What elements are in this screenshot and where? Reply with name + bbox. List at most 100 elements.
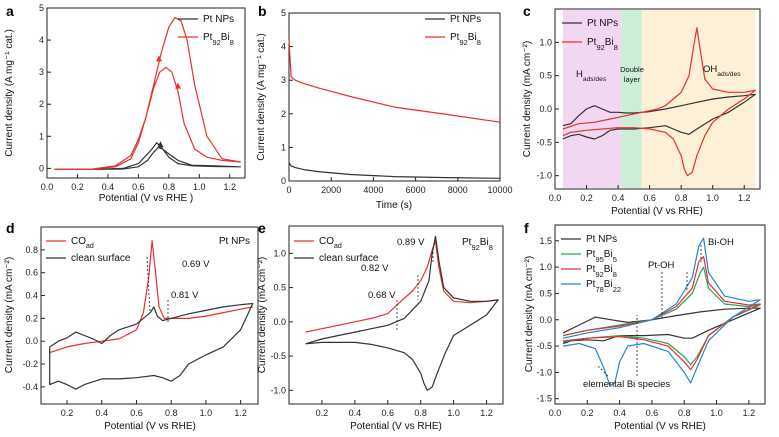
x-tick-label: 0.0: [549, 193, 562, 203]
panel-a: 0.0 0.2 0.4 0.6 0.8 1.0 1.2 0 1 2 3 4 5 Potential (V …: [4, 3, 246, 204]
legend-label: Pt95Bi5: [586, 249, 617, 264]
x-tick-label: 0.4: [613, 408, 626, 418]
x-tick-label: 0.8: [675, 193, 688, 203]
y-tick-label: 0.2: [25, 313, 38, 323]
y-tick-label: 1.0: [539, 37, 552, 47]
plot-frame: [46, 7, 246, 179]
y-tick-label: 3: [281, 75, 286, 85]
x-axis-label: Potential (V vs RHE ): [99, 193, 193, 204]
region-label-h: Hads/des: [576, 69, 607, 83]
legend-label: Pt92Bi8: [587, 37, 618, 52]
x-tick-label: 0.8: [414, 408, 427, 418]
panel-f: 0.0 0.2 0.4 0.6 0.8 1.0 1.2 -1.5 -1.0 -0.5 0.0 0.5 1…: [524, 220, 766, 432]
y-tick-label: 1.0: [539, 262, 552, 272]
direction-arrow: [157, 141, 164, 148]
y-tick-label: -0.5: [270, 351, 286, 361]
plot-frame: [554, 8, 761, 190]
direction-arrow: [174, 82, 181, 89]
x-tick-label: 0.8: [165, 408, 178, 418]
y-tick-label: 5: [39, 3, 44, 13]
y-tick-label: -1.0: [536, 367, 552, 377]
series-line-pt78bi22: [562, 237, 761, 387]
y-tick-label: 4: [281, 42, 286, 52]
x-axis-label: Potential (V vs RHE): [611, 206, 703, 217]
y-tick-label: 3: [39, 67, 44, 77]
y-axis-label: Current density (mA cm⁻²): [257, 257, 268, 373]
y-axis-label: Current density (mA cm⁻²): [522, 41, 533, 157]
y-tick-label: 2: [39, 99, 44, 109]
y-tick-label: 2: [281, 109, 286, 119]
region-label-oh: OHads/des: [703, 64, 741, 78]
panel-letter: a: [6, 3, 14, 19]
y-tick-label: 0.0: [273, 317, 286, 327]
dashed-guide: [146, 256, 151, 313]
series-line-clean-surface: [49, 302, 254, 390]
y-axis-label: Current density (mA cm⁻²): [4, 257, 15, 373]
y-tick-label: 0: [281, 176, 286, 186]
panel-e: 0.2 0.4 0.6 0.8 1.0 1.2 -1.0 -0.5 0.0 0.5 1.0 Poten…: [257, 220, 504, 432]
panel-d: 0.2 0.4 0.6 0.8 1.0 1.2 -0.4 -0.2 0.0 0.2 0.4 0.6 0.…: [4, 220, 259, 432]
series-line-pt92bi8: [562, 256, 761, 371]
x-tick-label: 4000: [363, 185, 383, 195]
label-pt-oh: Pt-OH: [648, 260, 675, 271]
plot-frame: [288, 12, 501, 182]
legend-label: Pt78Bi22: [586, 279, 621, 294]
x-tick-label: 8000: [448, 185, 468, 195]
y-tick-label: 0.5: [273, 283, 286, 293]
x-tick-label: 0.4: [349, 408, 362, 418]
y-tick-label: 5: [281, 8, 286, 18]
x-tick-label: 1.0: [706, 193, 719, 203]
x-tick-label: 1.0: [447, 408, 460, 418]
x-tick-label: 0.6: [646, 408, 659, 418]
y-tick-label: -1.0: [536, 171, 552, 181]
series-line-pt-nps: [562, 307, 761, 345]
panel-b: 0 2000 4000 6000 8000 10000 0 1 2 3 4 5 Time (s) Curr…: [256, 3, 513, 211]
panel-letter: d: [6, 220, 15, 236]
series-line-pt-nps: [562, 93, 756, 140]
y-tick-label: 0.5: [539, 71, 552, 81]
panel-letter: b: [258, 3, 267, 19]
x-tick-label: 0.6: [130, 408, 143, 418]
series-line-co-ad: [305, 240, 499, 333]
panel-letter: f: [524, 220, 529, 236]
series-line-pt92bi8: [562, 27, 756, 177]
x-tick-label: 0.6: [382, 408, 395, 418]
region-0: [562, 10, 622, 188]
y-tick-label: 1.0: [273, 248, 286, 258]
y-tick-label: 0.6: [25, 268, 38, 278]
x-tick-label: 1.0: [193, 182, 206, 192]
x-tick-label: 0.0: [41, 182, 54, 192]
series-line-pt92bi8: [54, 17, 241, 170]
peak-label-0-82: 0.82 V: [361, 263, 389, 274]
y-tick-label: -0.5: [536, 341, 552, 351]
y-tick-label: 1.5: [539, 236, 552, 246]
legend-label: Pt NPs: [450, 14, 481, 25]
y-tick-label: -0.2: [22, 359, 38, 369]
y-tick-label: -1.0: [270, 385, 286, 395]
series-line-clean-surface: [305, 235, 499, 391]
x-tick-label: 2000: [321, 185, 341, 195]
x-tick-label: 0.6: [643, 193, 656, 203]
x-tick-label: 0.2: [581, 408, 594, 418]
y-tick-label: 0.4: [25, 291, 38, 301]
y-tick-label: 0.5: [539, 288, 552, 298]
x-axis-label: Potential (V vs RHE): [614, 421, 706, 432]
direction-arrow: [155, 55, 162, 62]
y-tick-label: 0.8: [25, 245, 38, 255]
panel-letter: c: [523, 3, 531, 19]
plot-frame: [288, 225, 504, 405]
series-line-pt92bi8: [288, 39, 501, 123]
y-tick-label: 1: [281, 142, 286, 152]
x-tick-label: 0.2: [580, 193, 593, 203]
peak-label-0-69: 0.69 V: [182, 259, 210, 270]
legend-label: Pt NPs: [587, 18, 618, 29]
y-tick-label: 0.0: [539, 315, 552, 325]
x-tick-label: 0.2: [71, 182, 84, 192]
y-tick-label: -1.5: [536, 394, 552, 404]
y-tick-label: -0.5: [536, 137, 552, 147]
legend-label: Pt92Bi8: [450, 32, 481, 47]
series-line-pt-nps: [54, 142, 241, 170]
y-tick-label: -0.4: [22, 382, 38, 392]
panel-letter: e: [258, 220, 266, 236]
